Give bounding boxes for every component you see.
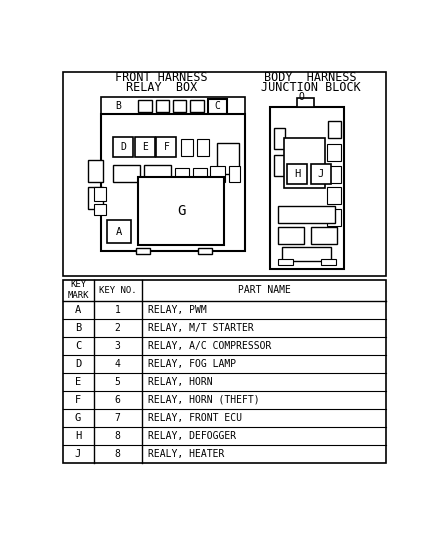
Bar — [144, 165, 171, 182]
Bar — [327, 209, 341, 225]
Text: RELAY, A/C COMPRESSOR: RELAY, A/C COMPRESSOR — [148, 341, 271, 351]
Bar — [101, 97, 245, 116]
Bar — [328, 121, 341, 138]
Bar — [181, 139, 194, 156]
Text: G: G — [75, 413, 81, 423]
Bar — [175, 168, 189, 179]
Bar — [198, 248, 212, 254]
Text: B: B — [75, 323, 81, 333]
Text: KEY NO.: KEY NO. — [99, 286, 136, 295]
Text: H: H — [294, 169, 300, 179]
Bar — [156, 137, 177, 157]
Bar — [270, 107, 344, 269]
Bar — [278, 206, 335, 223]
Text: RELAY, FRONT ECU: RELAY, FRONT ECU — [148, 413, 242, 423]
Bar — [113, 165, 140, 182]
Bar — [297, 98, 314, 107]
Text: F: F — [75, 395, 81, 405]
Bar — [327, 166, 341, 182]
Bar — [282, 247, 331, 261]
Text: RELAY, DEFOGGER: RELAY, DEFOGGER — [148, 431, 236, 441]
Text: JUNCTION BLOCK: JUNCTION BLOCK — [261, 80, 360, 94]
Text: FRONT HARNESS: FRONT HARNESS — [115, 71, 208, 84]
Bar — [63, 280, 386, 463]
Bar — [311, 227, 337, 244]
Bar — [136, 248, 150, 254]
Bar — [155, 100, 170, 112]
Bar — [274, 155, 285, 176]
Text: G: G — [177, 204, 185, 218]
Text: C: C — [75, 341, 81, 351]
Text: 7: 7 — [115, 413, 120, 423]
Bar — [138, 100, 152, 112]
Text: D: D — [75, 359, 81, 369]
Bar — [138, 177, 224, 245]
Text: A: A — [75, 305, 81, 315]
Bar — [101, 114, 245, 251]
Bar — [93, 204, 106, 215]
Text: C: C — [215, 101, 220, 111]
Text: RELAY, FOG LAMP: RELAY, FOG LAMP — [148, 359, 236, 369]
Bar — [210, 166, 225, 182]
Bar — [107, 99, 129, 114]
Text: O: O — [298, 92, 304, 102]
Text: RELAY, PWM: RELAY, PWM — [148, 305, 206, 315]
Bar — [88, 160, 103, 182]
Text: RELAY  BOX: RELAY BOX — [126, 80, 198, 94]
Text: BODY  HARNESS: BODY HARNESS — [264, 71, 357, 84]
Text: J: J — [75, 449, 81, 459]
Text: E: E — [75, 377, 81, 387]
Text: 3: 3 — [115, 341, 120, 351]
Text: B: B — [115, 101, 121, 111]
Text: 5: 5 — [115, 377, 120, 387]
Bar — [88, 187, 103, 209]
Text: D: D — [120, 142, 126, 152]
Text: 6: 6 — [115, 395, 120, 405]
Bar — [197, 139, 209, 156]
Bar — [193, 168, 207, 179]
Text: 2: 2 — [115, 323, 120, 333]
Bar — [107, 220, 131, 244]
Bar — [278, 227, 304, 244]
Bar — [190, 100, 204, 112]
Bar — [278, 259, 293, 265]
Bar — [229, 166, 240, 182]
Text: 8: 8 — [115, 431, 120, 441]
Text: RELAY, M/T STARTER: RELAY, M/T STARTER — [148, 323, 254, 333]
Text: 4: 4 — [115, 359, 120, 369]
Bar — [284, 138, 325, 188]
Text: REALY, HEATER: REALY, HEATER — [148, 449, 224, 459]
Bar — [113, 137, 133, 157]
Bar — [327, 187, 341, 204]
Text: KEY
MARK: KEY MARK — [67, 280, 89, 301]
Bar — [134, 137, 155, 157]
Bar — [63, 71, 386, 276]
Text: F: F — [163, 142, 170, 152]
Bar — [311, 164, 331, 184]
Bar — [321, 259, 336, 265]
Text: PART NAME: PART NAME — [237, 285, 290, 295]
Text: A: A — [116, 227, 122, 237]
Bar — [93, 187, 106, 201]
Text: H: H — [75, 431, 81, 441]
Bar — [287, 164, 307, 184]
Bar — [173, 100, 187, 112]
Text: 1: 1 — [115, 305, 120, 315]
Bar — [218, 143, 239, 174]
Bar — [274, 128, 285, 149]
Bar — [327, 144, 341, 161]
Bar — [208, 99, 227, 114]
Text: J: J — [318, 169, 324, 179]
Text: E: E — [142, 142, 148, 152]
Text: 8: 8 — [115, 449, 120, 459]
Text: RELAY, HORN: RELAY, HORN — [148, 377, 212, 387]
Text: RELAY, HORN (THEFT): RELAY, HORN (THEFT) — [148, 395, 259, 405]
